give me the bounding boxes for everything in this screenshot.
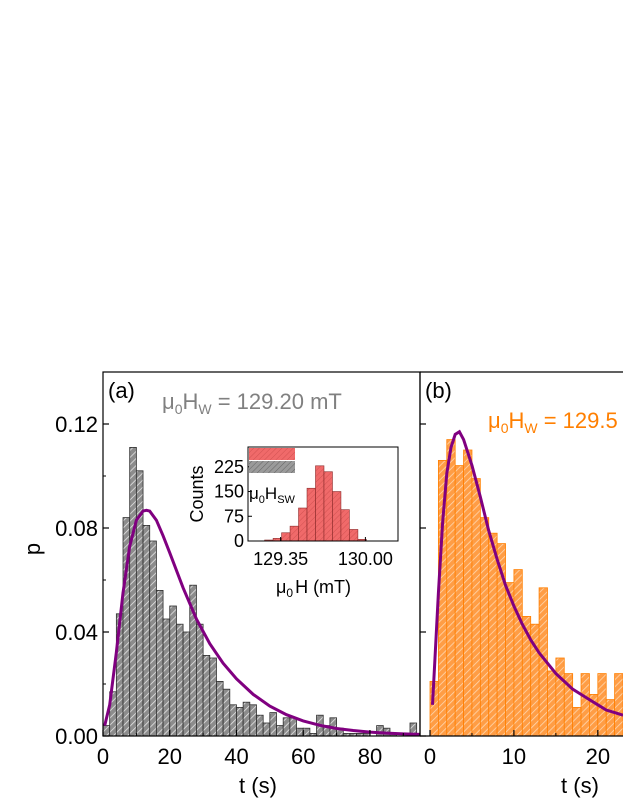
- panel-a-bar: [103, 725, 111, 736]
- panel-a-bar: [182, 631, 191, 736]
- panel-b-bar: [471, 478, 481, 736]
- panel-a-bar: [176, 623, 184, 736]
- inset-bar: [306, 487, 316, 542]
- panel-a-ytick-label: 0.08: [55, 516, 98, 541]
- panel-b-bar: [572, 707, 582, 736]
- panel-a-bar: [216, 681, 224, 736]
- inset-legend-label: μ0HSW: [249, 484, 296, 506]
- panel-a-bar: [409, 722, 418, 736]
- inset-bar: [298, 507, 308, 542]
- inset-bar: [332, 491, 342, 542]
- panel-a-bar: [249, 704, 257, 736]
- inset-x-axis: 129.35 130.00: [253, 537, 393, 569]
- panel-b-bar: [463, 449, 473, 736]
- panel-b-y-ticks: [420, 423, 426, 737]
- panel-a-fit-curve: [103, 508, 420, 736]
- panel-b-bar: [446, 439, 456, 736]
- inset-frame: [247, 446, 399, 542]
- panel-b-bar: [605, 699, 616, 736]
- inset-ytick-label: 0: [234, 531, 244, 551]
- panel-b-fit-curve: [431, 429, 623, 717]
- panel-a-xtick-label: 40: [224, 744, 248, 769]
- panel-b-bar: [513, 569, 523, 736]
- panel-a-y-axis: 0.00 0.04 0.08 0.12: [55, 412, 109, 749]
- panel-a-bar: [262, 722, 271, 736]
- panel-a-ytick-label: 0.00: [55, 724, 98, 749]
- panel-a-bar: [282, 717, 291, 736]
- panel-a-bar: [142, 525, 151, 736]
- panel-a-bar: [242, 701, 251, 736]
- panel-a-bar: [209, 657, 217, 736]
- panel-a-bar: [196, 623, 204, 736]
- panel-a-ylabel: p: [20, 543, 45, 555]
- panel-a-bar: [149, 540, 157, 736]
- panel-b-bar: [555, 657, 565, 736]
- inset-bar: [315, 465, 325, 542]
- panel-b-bar: [454, 465, 464, 736]
- panel-a-bar: [289, 717, 297, 736]
- panel-a-xtick-label: 80: [358, 744, 382, 769]
- panel-b-bar: [488, 532, 498, 736]
- panel-a-bars: [103, 446, 418, 736]
- panel-a-xtick-label: 0: [97, 744, 109, 769]
- panel-b-title: μ0HW = 129.5: [488, 408, 618, 436]
- inset-legend-swatch-gray: [249, 461, 295, 473]
- inset-bar: [323, 471, 333, 542]
- inset-ylabel: Counts: [187, 465, 207, 522]
- panel-b-bar: [479, 517, 490, 736]
- panel-a-bar: [302, 727, 311, 736]
- panel-a-bar: [236, 707, 244, 736]
- inset-bar: [340, 509, 350, 542]
- panel-a-bar: [256, 714, 264, 736]
- inset-ytick-label: 75: [224, 506, 244, 526]
- panel-a-bar: [222, 688, 231, 736]
- panel-a-xtick-label: 60: [291, 744, 315, 769]
- panel-b-xtick-label: 10: [502, 744, 526, 769]
- panel-a-ytick-label: 0.04: [55, 620, 98, 645]
- panel-b-bar: [547, 670, 557, 736]
- panel-a-label: (a): [108, 378, 135, 403]
- panel-a-bar: [269, 712, 277, 736]
- panel-b-bar: [580, 673, 590, 736]
- panel-a-bar: [155, 590, 164, 736]
- panel-b-xtick-label: 0: [424, 744, 436, 769]
- panel-a-xlabel: t (s): [239, 773, 277, 798]
- inset-chart: 0 75 150 225 129.35 130.00 μ0HSW Counts μ0 H …: [187, 446, 399, 600]
- panel-a-xtick-label: 20: [157, 744, 181, 769]
- panel-a-bar: [202, 655, 211, 736]
- inset-bars: [264, 465, 367, 542]
- panel-b-x-axis: 0 10 20: [424, 730, 610, 769]
- panel-a-title: μ0HW = 129.20 mT: [162, 389, 342, 417]
- panel-b-bar: [614, 673, 623, 736]
- panel-a-bar: [376, 725, 384, 736]
- inset-legend-swatch-red: [249, 448, 295, 460]
- panel-b: 0 10 20 t (s) (b) μ0HW = 129.5: [419, 371, 623, 798]
- panel-a-bar: [162, 618, 171, 736]
- inset-ytick-label: 150: [214, 482, 244, 502]
- inset-ytick-label: 225: [214, 457, 244, 477]
- inset-bar: [289, 525, 299, 542]
- inset-xtick-label: 129.35: [253, 549, 308, 569]
- panel-a-bar: [229, 704, 237, 736]
- panel-b-bars: [429, 439, 623, 736]
- panel-a-bar: [296, 727, 304, 736]
- inset-y-axis: 0 75 150 225: [214, 457, 252, 551]
- inset-xtick-label: 130.00: [338, 549, 393, 569]
- inset-bar: [281, 532, 291, 542]
- panel-b-label: (b): [425, 378, 452, 403]
- panel-a: 0.00 0.04 0.08 0.12 0 20 40 60 80 p t (s) (a) μ…: [20, 371, 421, 798]
- panel-b-xtick-label: 20: [586, 744, 610, 769]
- inset-bar: [349, 529, 359, 542]
- inset-xlabel: μ0 H (mT): [276, 577, 351, 600]
- panel-a-bar: [169, 605, 177, 736]
- panel-b-xlabel: t (s): [561, 773, 599, 798]
- panel-a-ytick-label: 0.12: [55, 412, 98, 437]
- panel-a-x-axis: 0 20 40 60 80: [97, 730, 404, 769]
- panel-a-bar: [129, 446, 137, 736]
- panel-a-bar: [276, 725, 284, 736]
